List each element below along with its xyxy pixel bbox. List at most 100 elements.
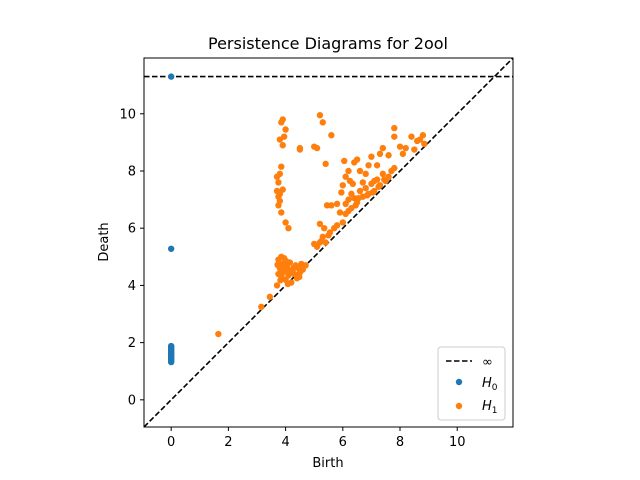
point-h1 bbox=[316, 112, 324, 119]
x-axis-ticks: 0 2 4 6 8 10 bbox=[167, 427, 465, 450]
point-h1 bbox=[274, 261, 281, 269]
point-h0 bbox=[167, 73, 175, 80]
point-h1 bbox=[285, 225, 292, 232]
point-h0 bbox=[167, 245, 175, 252]
point-h1 bbox=[273, 173, 281, 180]
point-h1 bbox=[275, 179, 282, 186]
point-h1 bbox=[368, 153, 375, 160]
y-tick-label: 6 bbox=[128, 222, 136, 237]
point-h1 bbox=[328, 202, 335, 209]
point-h1 bbox=[316, 220, 324, 228]
legend-h1-subscript: 1 bbox=[492, 406, 498, 416]
point-h1 bbox=[331, 225, 338, 232]
x-tick-label: 4 bbox=[281, 435, 289, 450]
point-h1 bbox=[346, 177, 354, 185]
point-h1 bbox=[319, 119, 326, 126]
point-h1 bbox=[359, 179, 367, 186]
point-h1 bbox=[408, 133, 415, 140]
point-h1 bbox=[285, 267, 293, 275]
y-tick-label: 0 bbox=[128, 393, 136, 408]
point-h1 bbox=[302, 262, 309, 269]
point-h1 bbox=[322, 160, 329, 168]
y-axis-ticks: 0 2 4 6 8 10 bbox=[119, 107, 144, 408]
point-h1 bbox=[379, 144, 387, 152]
plot-frame bbox=[143, 57, 514, 428]
point-h1 bbox=[391, 133, 398, 140]
point-h1 bbox=[381, 176, 388, 183]
point-h1 bbox=[355, 194, 362, 202]
point-h1 bbox=[339, 219, 346, 226]
point-h1 bbox=[278, 163, 285, 170]
y-axis-label: Death bbox=[97, 222, 112, 261]
point-h1 bbox=[363, 192, 371, 199]
x-tick-label: 0 bbox=[167, 435, 175, 450]
point-h1 bbox=[318, 237, 325, 245]
point-h1 bbox=[290, 264, 297, 271]
point-h1 bbox=[385, 152, 392, 159]
legend-h0-marker bbox=[455, 378, 463, 386]
point-h1 bbox=[279, 142, 286, 149]
y-tick-label: 10 bbox=[119, 107, 136, 122]
series-h1 bbox=[215, 112, 428, 338]
point-h1 bbox=[278, 209, 285, 216]
point-h1 bbox=[419, 132, 427, 139]
point-h1 bbox=[280, 255, 288, 262]
point-h1 bbox=[279, 186, 286, 193]
legend-infinity-label: ∞ bbox=[482, 355, 493, 370]
point-h1 bbox=[391, 124, 398, 132]
point-h1 bbox=[278, 270, 286, 277]
point-h1 bbox=[399, 150, 407, 158]
plot-area bbox=[144, 58, 513, 427]
point-h1 bbox=[321, 225, 328, 232]
legend: ∞ H0 H1 bbox=[437, 346, 506, 421]
point-h1 bbox=[336, 209, 344, 216]
point-h1 bbox=[339, 182, 346, 189]
legend-h0-letter: H bbox=[482, 376, 492, 391]
point-h1 bbox=[275, 193, 282, 200]
point-h1 bbox=[353, 156, 361, 163]
point-h1 bbox=[279, 116, 286, 123]
point-h1 bbox=[280, 133, 288, 140]
point-h1 bbox=[345, 167, 352, 175]
legend-h1-label: H1 bbox=[482, 399, 498, 416]
legend-h1-marker bbox=[455, 402, 463, 410]
point-h1 bbox=[352, 202, 359, 209]
legend-h0-label: H0 bbox=[482, 376, 498, 393]
point-h1 bbox=[345, 196, 352, 203]
point-h1 bbox=[342, 173, 349, 180]
point-h1 bbox=[266, 293, 274, 301]
point-h1 bbox=[313, 144, 321, 152]
point-h1 bbox=[273, 282, 281, 289]
point-h1 bbox=[379, 170, 387, 178]
point-h1 bbox=[369, 189, 377, 196]
y-tick-label: 4 bbox=[128, 279, 136, 294]
point-h1 bbox=[282, 126, 289, 133]
series-h0 bbox=[167, 73, 175, 366]
point-h1 bbox=[371, 177, 378, 185]
point-h1 bbox=[313, 243, 321, 250]
point-h1 bbox=[362, 184, 369, 192]
point-h1 bbox=[296, 273, 303, 281]
point-h1 bbox=[341, 157, 348, 165]
point-h1 bbox=[282, 219, 289, 226]
point-h1 bbox=[375, 183, 382, 190]
x-tick-label: 6 bbox=[339, 435, 347, 450]
legend-box bbox=[437, 346, 506, 421]
point-h1 bbox=[421, 140, 428, 148]
point-h0 bbox=[167, 358, 175, 366]
point-h1 bbox=[411, 146, 418, 153]
point-h1 bbox=[296, 146, 304, 153]
point-h1 bbox=[338, 189, 345, 196]
y-tick-label: 2 bbox=[128, 336, 136, 351]
point-h1 bbox=[402, 144, 409, 152]
y-tick-label: 8 bbox=[128, 164, 136, 179]
point-h1 bbox=[365, 162, 372, 169]
x-tick-label: 2 bbox=[224, 435, 232, 450]
point-h1 bbox=[326, 229, 334, 236]
x-axis-label: Birth bbox=[312, 456, 343, 471]
point-h1 bbox=[215, 330, 222, 338]
point-h1 bbox=[396, 143, 404, 150]
point-h1 bbox=[373, 162, 381, 169]
point-h1 bbox=[391, 164, 398, 172]
